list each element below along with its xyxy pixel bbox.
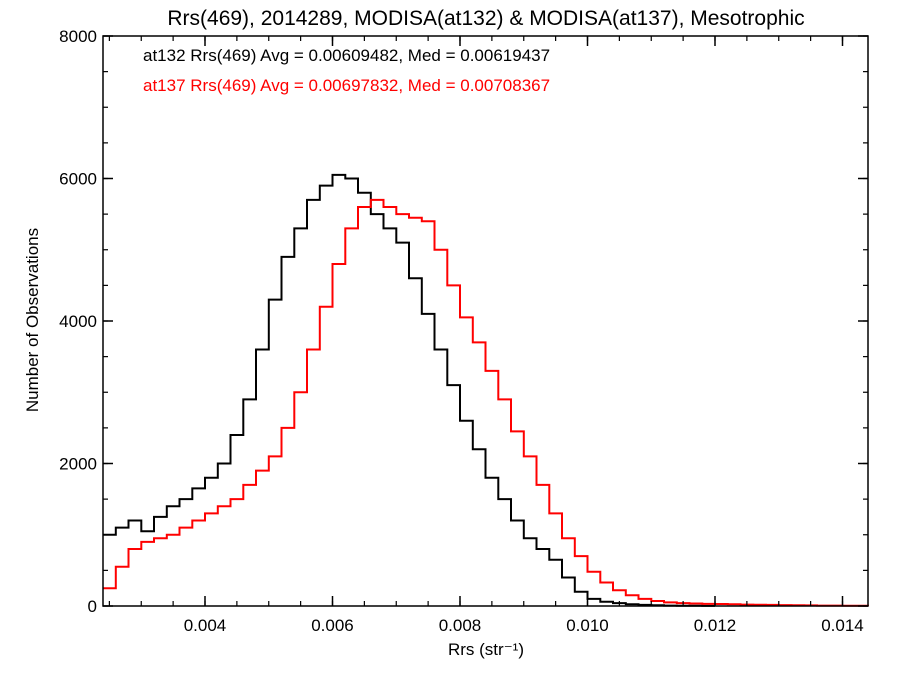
series-lines [103, 173, 869, 607]
plot-frame [102, 35, 869, 607]
series-line-0 [103, 173, 715, 607]
x-tick-label: 0.014 [821, 616, 864, 635]
chart-title: Rrs(469), 2014289, MODISA(at132) & MODIS… [167, 7, 804, 30]
y-tick-label: 8000 [59, 27, 97, 46]
x-tick-label: 0.010 [566, 616, 609, 635]
y-tick-label: 4000 [59, 312, 97, 331]
y-tick-label: 0 [88, 597, 97, 616]
annotation-at137: at137 Rrs(469) Avg = 0.00697832, Med = 0… [143, 76, 550, 95]
series-line-1 [103, 198, 869, 607]
x-tick-label: 0.012 [694, 616, 737, 635]
x-tick-label: 0.004 [184, 616, 227, 635]
y-axis-label: Number of Observations [23, 228, 42, 412]
y-tick-label: 2000 [59, 455, 97, 474]
annotation-at132: at132 Rrs(469) Avg = 0.00609482, Med = 0… [143, 46, 550, 65]
x-tick-label: 0.006 [311, 616, 354, 635]
axis-tick-labels: 0.004 0.006 0.008 0.010 0.012 0.014 0 2000 4000 6… [59, 27, 864, 635]
axis-ticks [103, 35, 868, 607]
y-tick-label: 6000 [59, 170, 97, 189]
x-axis-label: Rrs (str⁻¹) [448, 640, 524, 659]
x-tick-label: 0.008 [439, 616, 482, 635]
